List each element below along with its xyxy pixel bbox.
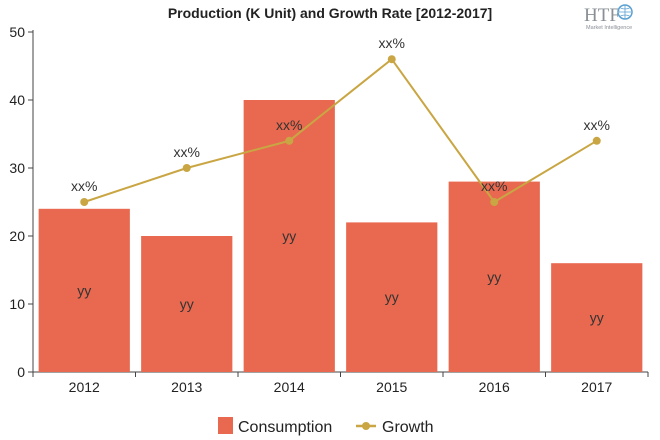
x-tick-label: 2013 (171, 379, 202, 395)
chart-title: Production (K Unit) and Growth Rate [201… (168, 5, 492, 21)
line-data-label: xx% (71, 178, 97, 194)
bar-series (38, 100, 643, 372)
bar-data-label: yy (487, 269, 501, 285)
x-tick-label: 2016 (479, 379, 510, 395)
bar-labels: yy yy yy yy yy yy (77, 228, 604, 326)
y-axis: 0 10 20 30 40 50 (9, 24, 34, 380)
line-point (80, 198, 89, 206)
line-data-label: xx% (174, 144, 200, 160)
bar-data-label: yy (282, 228, 296, 244)
logo-text: HTF (584, 5, 620, 26)
bar (38, 208, 130, 372)
growth-line (83, 57, 598, 204)
legend: Consumption Growth (218, 417, 434, 436)
bar (141, 236, 233, 372)
y-tick-label: 40 (9, 92, 25, 108)
line-point (490, 198, 499, 206)
y-tick-label: 20 (9, 228, 25, 244)
line-data-label: xx% (379, 35, 405, 51)
x-axis: 2012 2013 2014 2015 2016 2017 (32, 371, 649, 395)
bar-data-label: yy (590, 310, 604, 326)
line-point (592, 136, 601, 145)
y-tick-label: 30 (9, 160, 25, 176)
bar-data-label: yy (180, 296, 194, 312)
bar-data-label: yy (385, 289, 399, 305)
bar (551, 263, 643, 372)
line-labels: xx% xx% xx% xx% xx% xx% (71, 35, 610, 194)
y-tick-label: 10 (9, 296, 25, 312)
bar (346, 222, 438, 372)
line-point (182, 164, 191, 172)
htf-logo: HTF Market Intelligence (584, 4, 633, 31)
line-data-label: xx% (276, 117, 302, 133)
line-point (285, 136, 294, 145)
line-data-label: xx% (481, 178, 507, 194)
line-point (387, 55, 396, 64)
x-tick-label: 2015 (376, 379, 407, 395)
bar (243, 100, 335, 372)
legend-swatch-bar (218, 417, 233, 434)
legend-swatch-point (362, 422, 370, 430)
x-tick-label: 2017 (581, 379, 612, 395)
bar-data-label: yy (77, 282, 91, 298)
y-tick-label: 0 (17, 364, 25, 380)
line-series (80, 55, 601, 206)
x-tick-label: 2012 (69, 379, 100, 395)
line-data-label: xx% (584, 117, 610, 133)
legend-label-growth: Growth (382, 419, 434, 436)
globe-grid-icon (619, 5, 631, 19)
logo-subtext: Market Intelligence (586, 25, 632, 31)
legend-label-consumption: Consumption (238, 419, 332, 436)
bar (448, 181, 540, 372)
x-tick-label: 2014 (274, 379, 305, 395)
y-tick-label: 50 (9, 24, 25, 40)
